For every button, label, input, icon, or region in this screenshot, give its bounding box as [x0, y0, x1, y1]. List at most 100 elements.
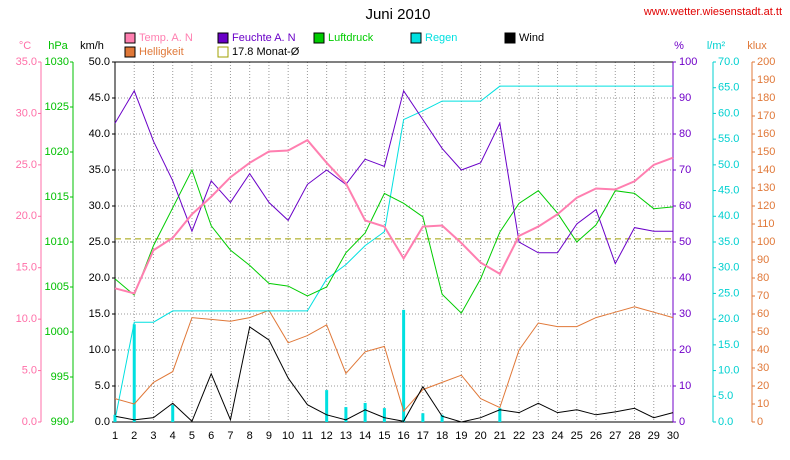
rain-bar: [421, 413, 425, 422]
tick-label: 15.0: [718, 339, 739, 351]
tick-label: 50.0: [718, 159, 739, 171]
tick-label: 160: [757, 128, 775, 140]
tick-label: 45.0: [89, 92, 110, 104]
tick-label: 40.0: [718, 210, 739, 222]
tick-label: 5.0: [718, 390, 733, 402]
rain-bar: [344, 407, 348, 422]
tick-label: 25.0: [718, 287, 739, 299]
tick-label: 30: [757, 362, 769, 374]
legend-swatch: [410, 32, 422, 44]
x-tick-label: 1: [112, 430, 118, 442]
source-link: www.wetter.wiesenstadt.at.tt: [643, 6, 782, 18]
legend-swatch: [313, 32, 325, 44]
tick-label: 35.0: [89, 164, 110, 176]
axis-title: °C: [19, 40, 31, 52]
tick-label: 30.0: [89, 200, 110, 212]
x-tick-label: 20: [474, 430, 486, 442]
tick-label: 0.0: [718, 416, 733, 428]
x-tick-label: 21: [494, 430, 506, 442]
x-tick-label: 2: [131, 430, 137, 442]
tick-label: 995: [51, 371, 69, 383]
tick-label: 10: [679, 380, 691, 392]
tick-label: 10.0: [718, 364, 739, 376]
tick-label: 55.0: [718, 133, 739, 145]
axis-title: %: [674, 40, 684, 52]
tick-label: 0.0: [95, 416, 110, 428]
tick-label: 70: [757, 290, 769, 302]
tick-label: 100: [757, 236, 775, 248]
rain-bar: [132, 324, 136, 422]
tick-label: 60.0: [718, 107, 739, 119]
x-tick-label: 22: [513, 430, 525, 442]
legend-swatch: [217, 46, 229, 58]
tick-label: 0.0: [22, 416, 37, 428]
tick-label: 1020: [45, 146, 69, 158]
tick-label: 150: [757, 146, 775, 158]
tick-label: 60: [679, 200, 691, 212]
tick-label: 0: [757, 416, 763, 428]
tick-label: 25.0: [89, 236, 110, 248]
axis-title: klux: [747, 40, 767, 52]
tick-label: 70: [679, 164, 691, 176]
tick-label: 25.0: [16, 159, 37, 171]
tick-label: 5.0: [95, 380, 110, 392]
x-tick-label: 27: [609, 430, 621, 442]
tick-label: 140: [757, 164, 775, 176]
x-tick-label: 12: [321, 430, 333, 442]
tick-label: 70.0: [718, 56, 739, 68]
series-line: [114, 89, 673, 265]
x-tick-label: 5: [189, 430, 195, 442]
legend-label: 17.8 Monat-Ø: [232, 46, 300, 58]
tick-label: 180: [757, 92, 775, 104]
series-line: [114, 306, 674, 413]
rain-bar: [363, 402, 367, 422]
tick-label: 100: [679, 56, 697, 68]
tick-label: 110: [757, 218, 775, 230]
tick-label: 10.0: [89, 344, 110, 356]
axis-title: hPa: [48, 40, 68, 52]
tick-label: 990: [51, 416, 69, 428]
rain-bar: [498, 408, 502, 422]
tick-label: 20.0: [89, 272, 110, 284]
x-tick-label: 7: [227, 430, 233, 442]
x-tick-label: 16: [397, 430, 409, 442]
x-tick-label: 29: [648, 430, 660, 442]
tick-label: 1015: [45, 191, 69, 203]
x-tick-label: 14: [359, 430, 371, 442]
tick-label: 90: [757, 254, 769, 266]
tick-label: 1005: [45, 281, 69, 293]
series-line: [114, 326, 674, 423]
tick-label: 1030: [45, 56, 69, 68]
axis-title: l/m²: [707, 40, 726, 52]
tick-label: 0: [679, 416, 685, 428]
tick-label: 50.0: [89, 56, 110, 68]
x-tick-label: 23: [532, 430, 544, 442]
tick-label: 10: [757, 398, 769, 410]
tick-label: 80: [679, 128, 691, 140]
x-tick-label: 6: [208, 430, 214, 442]
tick-label: 80: [757, 272, 769, 284]
tick-label: 20.0: [16, 210, 37, 222]
tick-label: 15.0: [89, 308, 110, 320]
chart-title: Juni 2010: [365, 6, 430, 23]
tick-label: 20: [757, 380, 769, 392]
tick-label: 35.0: [718, 236, 739, 248]
x-tick-label: 18: [436, 430, 448, 442]
x-tick-label: 4: [170, 430, 176, 442]
tick-label: 30.0: [16, 107, 37, 119]
tick-label: 50: [757, 326, 769, 338]
x-tick-label: 15: [378, 430, 390, 442]
tick-label: 200: [757, 56, 775, 68]
legend-label: Regen: [425, 32, 457, 44]
legend-swatch: [217, 32, 229, 44]
legend-swatch: [124, 32, 136, 44]
x-tick-label: 28: [628, 430, 640, 442]
tick-label: 40: [679, 272, 691, 284]
tick-label: 10.0: [16, 313, 37, 325]
tick-label: 40: [757, 344, 769, 356]
tick-label: 20: [679, 344, 691, 356]
tick-label: 30.0: [718, 262, 739, 274]
legend-label: Temp. A. N: [139, 32, 193, 44]
